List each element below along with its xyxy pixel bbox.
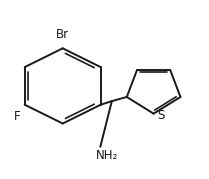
Text: NH₂: NH₂ bbox=[96, 149, 118, 163]
Text: F: F bbox=[14, 110, 20, 123]
Text: S: S bbox=[157, 109, 164, 122]
Text: Br: Br bbox=[56, 28, 69, 41]
